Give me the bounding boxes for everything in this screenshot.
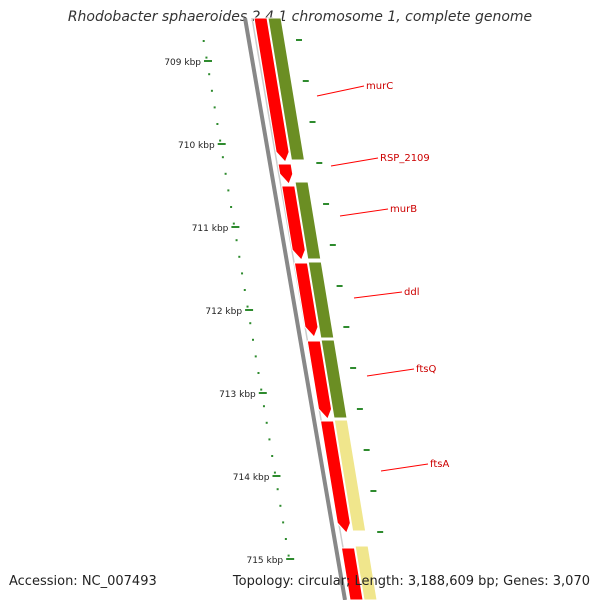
tick-label: 712 kbp: [205, 307, 242, 317]
scale-tick-labels: 709 kbp 710 kbp 711 kbp 712 kbp 713 kbp 714 k…: [164, 58, 283, 566]
gene-label-rsp_2109: RSP_2109: [380, 153, 430, 164]
gene-leader-line: [316, 85, 365, 97]
tick-label: 711 kbp: [192, 224, 229, 234]
genome-summary-text: Topology: circular; Length: 3,188,609 bp…: [232, 574, 590, 589]
gene-block: [307, 261, 335, 339]
gene-label-murb: murB: [390, 204, 417, 215]
gene-leader-line: [330, 157, 379, 167]
scale-ticks: [202, 39, 384, 560]
tick-label: 710 kbp: [178, 141, 215, 151]
tick-label: 715 kbp: [246, 556, 283, 566]
gene-labels: murC RSP_2109 murB ddl ftsQ ftsA: [316, 81, 449, 472]
gene-block: [320, 339, 348, 419]
cds-arrow: [281, 185, 306, 261]
gene-label-murc: murC: [366, 81, 393, 92]
cds-arrow: [277, 163, 294, 185]
cds-arrow: [340, 547, 364, 600]
cds-track: [253, 17, 364, 600]
tick-label: 709 kbp: [164, 58, 201, 68]
accession-text: Accession: NC_007493: [9, 574, 157, 589]
cds-arrow: [293, 262, 319, 338]
gene-block: [267, 17, 306, 161]
gene-label-ftsa: ftsA: [430, 459, 449, 470]
gene-leader-line: [380, 463, 429, 472]
gene-leader-line: [353, 291, 403, 299]
gene-block: [294, 181, 322, 260]
backbone-line: [243, 17, 347, 600]
gene-label-ddl: ddl: [404, 287, 419, 298]
tick-label: 713 kbp: [219, 390, 256, 400]
gene-block: [333, 419, 367, 532]
cds-arrow: [319, 420, 351, 534]
gene-block: [354, 545, 378, 600]
cds-arrow: [306, 340, 333, 420]
cds-arrow: [253, 17, 290, 163]
gene-leader-line: [366, 368, 415, 377]
tick-label: 714 kbp: [233, 473, 270, 483]
gene-label-ftsq: ftsQ: [416, 364, 436, 375]
gene-track: [267, 17, 378, 600]
map-title: Rhodobacter sphaeroides 2.4.1 chromosome…: [67, 9, 533, 25]
gene-leader-line: [339, 208, 389, 217]
